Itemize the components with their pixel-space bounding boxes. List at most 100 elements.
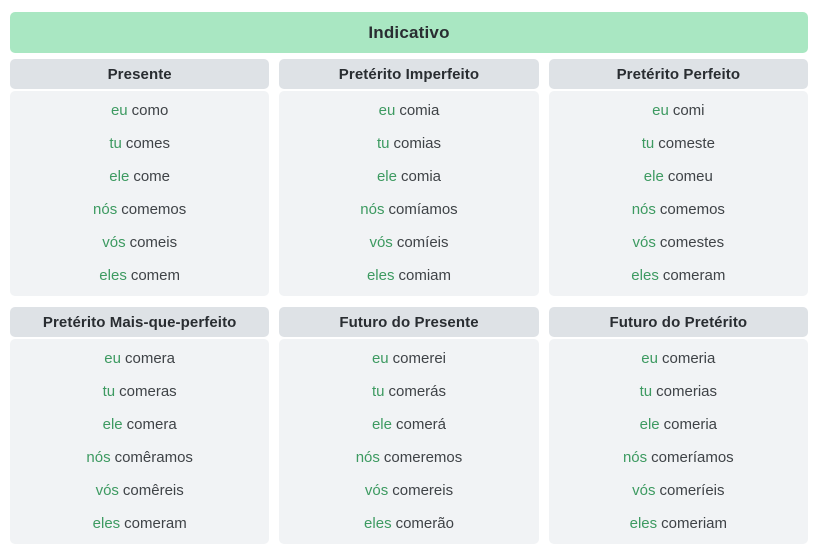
conjugation-row: eu comera [10,342,269,375]
verb-form-label: comia [399,102,440,119]
conjugation-row: vós comeríeis [549,474,808,507]
verb-form-label: comeria [663,416,718,433]
conjugation-row: eles comeram [549,259,808,292]
pronoun-label: vós [364,482,389,499]
tense-header: Pretérito Perfeito [548,59,808,89]
tense-header: Presente [10,59,270,89]
verb-form-label: comeras [119,383,177,400]
mood-banner: Indicativo [10,12,808,53]
pronoun-label: nós [631,201,656,218]
pronoun-label: tu [102,383,116,400]
tense-header: Pretérito Mais-que-perfeito [10,307,270,337]
tense-body: eu comerei tu comerás ele comerá nós com… [279,339,539,544]
conjugation-row: eu comeria [549,342,808,375]
conjugation-row: tu comeste [549,127,808,160]
conjugation-row: ele comeu [549,160,808,193]
pronoun-label: eu [104,350,121,367]
conjugation-row: tu comes [10,127,269,160]
verb-form-label: comeríeis [659,482,725,499]
tense-card: Futuro do Presente eu comerei tu comerás… [279,307,539,544]
verb-form-label: come [133,168,171,185]
tense-name: Pretérito Mais-que-perfeito [42,313,237,331]
conjugation-row: vós comíeis [279,226,538,259]
conjugation-row: vós comereis [279,474,538,507]
verb-form-label: comestes [659,234,725,251]
pronoun-label: tu [639,383,653,400]
pronoun-label: ele [639,416,660,433]
verb-form-label: comemos [659,201,725,218]
tense-header: Futuro do Presente [279,307,539,337]
verb-form-label: como [131,102,169,119]
conjugation-row: vós comeis [10,226,269,259]
pronoun-label: eu [641,350,658,367]
pronoun-label: vós [95,482,119,499]
tense-name: Presente [107,65,172,83]
verb-form-label: comi [672,102,705,119]
pronoun-label: ele [376,168,397,185]
conjugation-row: nós comeríamos [549,441,808,474]
conjugation-row: eles comeriam [549,507,808,540]
verb-form-label: comem [130,267,181,284]
pronoun-label: vós [632,482,656,499]
conjugation-row: tu comeras [10,375,269,408]
tense-header: Pretérito Imperfeito [279,59,539,89]
conjugation-row: eu como [10,94,269,127]
pronoun-label: eles [631,267,659,284]
verb-form-label: comerei [392,350,447,367]
verb-form-label: comera [126,416,177,433]
pronoun-label: nós [622,449,648,466]
conjugation-row: ele come [10,160,269,193]
pronoun-label: tu [376,135,390,152]
conjugation-row: eu comi [549,94,808,127]
pronoun-label: eles [366,267,395,284]
verb-form-label: comereis [392,482,454,499]
conjugation-row: tu comias [279,127,538,160]
pronoun-label: ele [371,416,392,433]
tense-card: Pretérito Mais-que-perfeito eu comera tu… [10,307,270,544]
verb-form-label: comeis [129,234,178,251]
verb-form-label: comeram [662,267,726,284]
tense-header: Futuro do Pretérito [548,307,808,337]
verb-form-label: comera [124,350,176,367]
pronoun-label: eles [99,267,127,284]
verb-form-label: comêramos [114,449,193,466]
tense-name: Futuro do Presente [339,313,479,331]
verb-form-label: comerão [395,515,454,532]
conjugation-row: nós comemos [10,193,269,226]
verb-form-label: comeste [658,135,715,152]
pronoun-label: ele [102,416,123,433]
conjugation-row: eles comem [10,259,269,292]
pronoun-label: nós [93,201,118,218]
conjugation-row: ele comeria [549,408,808,441]
conjugation-row: ele comerá [279,408,538,441]
verb-form-label: comiam [398,267,452,284]
tense-card: Pretérito Perfeito eu comi tu comeste el… [548,59,808,296]
tense-body: eu comeria tu comerias ele comeria nós c… [548,339,808,544]
pronoun-label: ele [109,168,130,185]
tense-card: Presente eu como tu comes ele come nós c… [10,59,270,296]
pronoun-label: nós [360,201,385,218]
conjugation-row: vós comêreis [10,474,269,507]
conjugation-row: ele comia [279,160,538,193]
conjugation-row: tu comerás [279,375,538,408]
pronoun-label: eu [378,102,396,119]
verb-form-label: comia [401,168,442,185]
pronoun-label: vós [102,234,126,251]
conjugation-row: eu comerei [279,342,538,375]
tense-body: eu como tu comes ele come nós comemos vó… [10,91,270,296]
conjugation-row: eles comerão [279,507,538,540]
verb-form-label: comerias [656,383,718,400]
pronoun-label: eu [652,102,669,119]
tense-card: Futuro do Pretérito eu comeria tu comeri… [548,307,808,544]
pronoun-label: nós [86,449,111,466]
tense-name: Pretérito Imperfeito [338,65,480,83]
verb-form-label: comeria [661,350,716,367]
conjugation-row: eu comia [279,94,538,127]
verb-form-label: comeremos [383,449,463,466]
conjugation-row: eles comiam [279,259,538,292]
tense-card: Pretérito Imperfeito eu comia tu comias … [279,59,539,296]
verb-form-label: comeriam [661,515,728,532]
pronoun-label: eles [629,515,658,532]
pronoun-label: ele [643,168,664,185]
tense-grid: Presente eu como tu comes ele come nós c… [10,59,808,544]
